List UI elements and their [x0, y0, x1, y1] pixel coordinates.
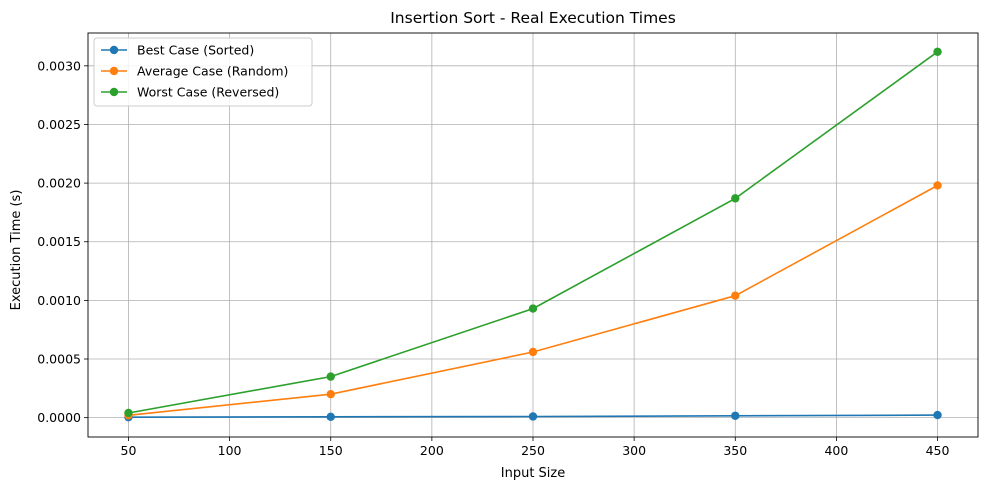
- y-tick-label: 0.0010: [37, 293, 81, 308]
- legend-item: Best Case (Sorted): [101, 43, 254, 58]
- y-tick-label: 0.0015: [37, 234, 81, 249]
- data-point: [528, 412, 538, 421]
- data-point: [326, 372, 335, 381]
- x-tick-label: 250: [521, 443, 545, 458]
- legend-item: Average Case (Random): [101, 64, 288, 79]
- data-point: [731, 411, 740, 420]
- legend-marker: [109, 66, 119, 76]
- x-axis-ticks: 50 100 150 200 250 300 350 400 450: [121, 437, 950, 458]
- series-layer: [124, 47, 942, 422]
- x-tick-label: 350: [723, 443, 747, 458]
- series-3: [124, 47, 942, 418]
- legend-label: Best Case (Sorted): [137, 43, 254, 58]
- legend-box: [93, 37, 313, 107]
- y-tick-label: 0.0030: [37, 58, 81, 73]
- chart-title: Insertion Sort - Real Execution Times: [390, 9, 676, 27]
- data-point: [326, 389, 335, 399]
- y-tick-label: 0.0020: [37, 176, 81, 191]
- x-tick-label: 200: [420, 443, 444, 458]
- x-tick-label: 150: [319, 443, 343, 458]
- legend-marker: [109, 45, 119, 55]
- legend-marker: [109, 87, 119, 97]
- x-tick-label: 450: [926, 443, 950, 458]
- data-point: [528, 304, 538, 313]
- data-point: [528, 347, 538, 357]
- data-point: [933, 47, 942, 56]
- y-tick-label: 0.0025: [37, 117, 81, 132]
- data-point: [933, 181, 942, 190]
- x-axis-label: Input Size: [501, 466, 565, 481]
- legend-item: Worst Case (Reversed): [101, 85, 279, 100]
- x-tick-label: 50: [121, 443, 137, 458]
- data-point: [731, 194, 740, 203]
- x-tick-label: 400: [824, 443, 848, 458]
- data-point: [124, 408, 133, 418]
- legend-label: Worst Case (Reversed): [137, 85, 279, 100]
- y-axis-ticks: 0.0000 0.0005 0.0010 0.0015 0.0020 0.0025 0.00…: [37, 58, 88, 425]
- y-tick-label: 0.0005: [37, 352, 81, 367]
- x-tick-label: 100: [218, 443, 242, 458]
- data-point: [731, 291, 740, 300]
- y-axis-label: Execution Time (s): [9, 190, 24, 311]
- data-point: [326, 412, 335, 422]
- legend: Best Case (Sorted) Average Case (Random) W…: [93, 37, 313, 107]
- data-point: [933, 410, 942, 420]
- x-tick-label: 300: [622, 443, 646, 458]
- y-tick-label: 0.0000: [37, 410, 81, 425]
- legend-label: Average Case (Random): [137, 64, 288, 79]
